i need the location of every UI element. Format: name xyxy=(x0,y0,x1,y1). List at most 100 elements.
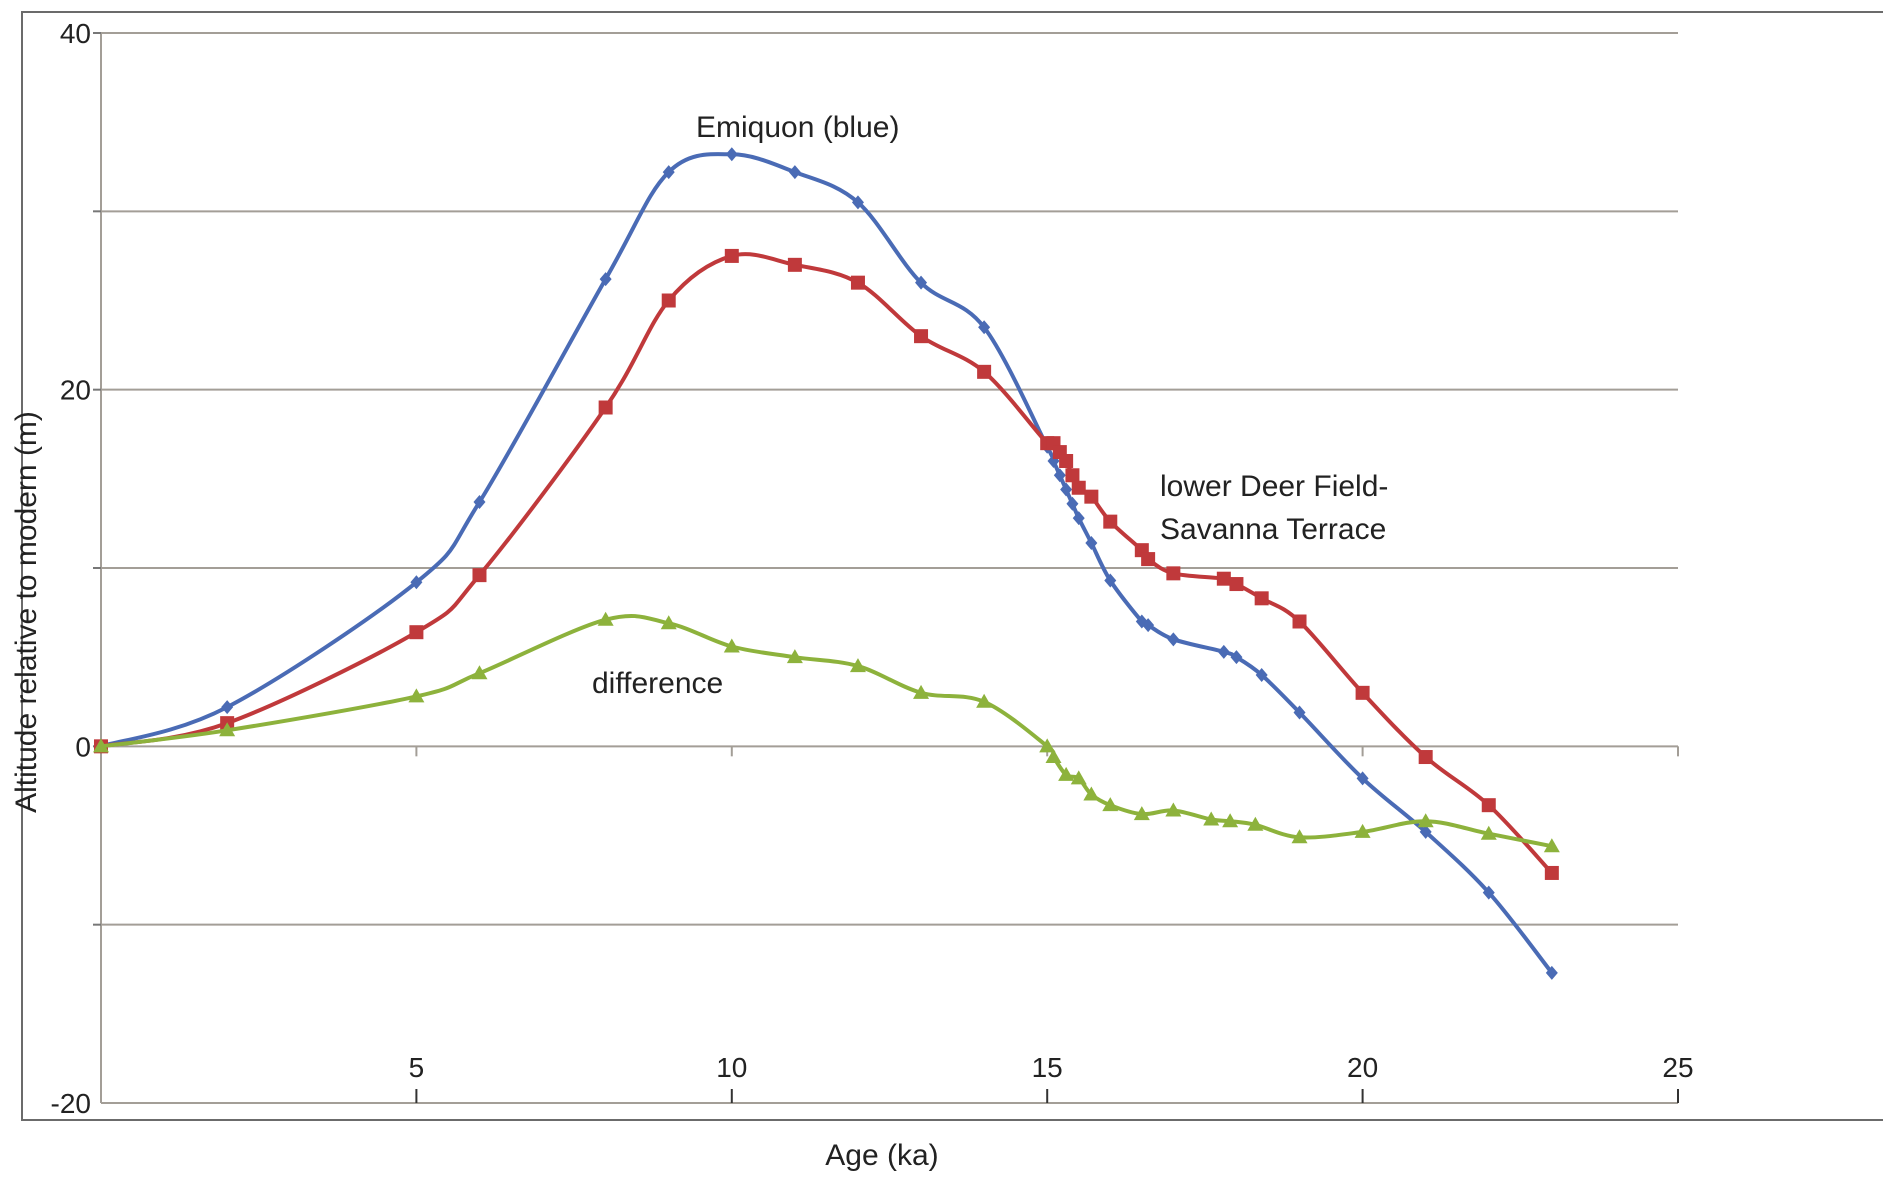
deer-field-label-line-2: Savanna Terrace xyxy=(1160,513,1386,546)
data-point-triangle xyxy=(1291,829,1308,844)
data-point-square xyxy=(661,293,676,308)
data-point-triangle xyxy=(1070,770,1087,785)
data-point-diamond xyxy=(1167,632,1180,647)
data-point-square xyxy=(1084,489,1099,504)
data-point-triangle xyxy=(1354,823,1371,838)
data-point-square xyxy=(1059,454,1074,468)
data-point-diamond xyxy=(1085,536,1098,551)
data-point-triangle xyxy=(219,722,236,737)
data-point-triangle xyxy=(408,688,425,703)
data-point-triangle xyxy=(913,684,930,699)
data-point-diamond xyxy=(221,700,234,715)
data-point-diamond xyxy=(1356,771,1369,786)
data-point-square xyxy=(1292,614,1307,629)
data-point-square xyxy=(914,329,929,344)
series-emiquon-blue xyxy=(95,147,1558,980)
data-point-square xyxy=(1065,468,1080,483)
data-point-diamond xyxy=(1545,965,1558,980)
data-point-diamond xyxy=(725,147,738,162)
data-point-diamond xyxy=(473,495,486,510)
data-point-square xyxy=(1229,577,1244,592)
data-point-diamond xyxy=(1482,885,1495,900)
data-point-triangle xyxy=(1058,766,1075,781)
data-point-triangle xyxy=(1045,749,1062,764)
data-point-triangle xyxy=(1133,806,1150,821)
data-point-diamond xyxy=(1072,511,1085,526)
data-point-diamond xyxy=(1293,705,1306,720)
data-point-square xyxy=(787,257,802,272)
data-point-triangle xyxy=(1543,838,1560,853)
series-difference xyxy=(93,611,1560,853)
data-point-diamond xyxy=(978,320,991,335)
data-point-diamond xyxy=(1066,496,1079,511)
data-point-triangle xyxy=(723,638,740,653)
data-point-diamond xyxy=(1104,573,1117,588)
data-point-square xyxy=(409,625,424,640)
y-tick-label: 40 xyxy=(60,18,91,49)
data-point-square xyxy=(472,568,487,583)
data-point-square xyxy=(1481,798,1496,813)
data-point-square xyxy=(1103,514,1118,529)
data-point-diamond xyxy=(1217,644,1230,659)
figure-frame-bottom xyxy=(21,1108,1883,1121)
data-point-diamond xyxy=(1142,618,1155,633)
data-point-triangle xyxy=(1417,813,1434,828)
series-line xyxy=(100,152,1554,975)
y-axis-title: Altitude relative to modern (m) xyxy=(10,411,43,813)
tick-labels: 5 10 15 20 25 -20 0 20 40 xyxy=(51,18,1694,1119)
data-point-triangle xyxy=(849,658,866,673)
data-point-triangle xyxy=(1039,738,1056,753)
data-point-triangle xyxy=(1102,797,1119,812)
data-point-triangle xyxy=(1165,802,1182,817)
data-point-triangle xyxy=(93,738,109,753)
x-tick-label: 25 xyxy=(1662,1052,1693,1083)
series-lines xyxy=(93,147,1560,980)
figure-frame-top xyxy=(21,11,1883,1120)
data-point-square xyxy=(977,364,992,379)
data-point-diamond xyxy=(1419,824,1432,839)
data-point-square xyxy=(1254,591,1269,606)
data-point-square xyxy=(1355,685,1370,700)
data-point-square xyxy=(1141,552,1156,567)
y-tick-label: 20 xyxy=(60,375,91,406)
x-axis-title: Age (ka) xyxy=(825,1139,938,1172)
data-point-square xyxy=(724,248,739,263)
y-tick-label: 0 xyxy=(75,731,91,762)
data-point-triangle xyxy=(471,665,488,680)
data-point-triangle xyxy=(786,649,803,664)
data-point-square xyxy=(1071,480,1086,495)
data-point-diamond xyxy=(1053,468,1066,483)
x-tick-label: 20 xyxy=(1347,1052,1378,1083)
data-point-diamond xyxy=(1255,668,1268,682)
data-point-diamond xyxy=(410,575,423,590)
data-point-diamond xyxy=(1060,482,1073,497)
data-point-triangle xyxy=(1222,813,1239,828)
y-tick-label: -20 xyxy=(51,1088,91,1119)
deer-field-label-line-1: lower Deer Field- xyxy=(1160,470,1388,503)
data-point-triangle xyxy=(1480,825,1497,840)
data-point-diamond xyxy=(599,272,612,287)
difference-label: difference xyxy=(592,667,723,700)
data-point-square xyxy=(1166,566,1181,581)
data-point-triangle xyxy=(597,611,614,626)
x-tick-label: 5 xyxy=(409,1052,425,1083)
data-point-diamond xyxy=(915,275,928,290)
x-tick-label: 10 xyxy=(716,1052,747,1083)
data-point-triangle xyxy=(1203,811,1220,826)
gridlines xyxy=(101,32,1678,926)
data-point-diamond xyxy=(662,165,675,180)
data-point-diamond xyxy=(788,165,801,180)
series-line xyxy=(100,252,1554,875)
data-point-square xyxy=(598,400,613,415)
x-tick-label: 15 xyxy=(1032,1052,1063,1083)
data-point-diamond xyxy=(1230,650,1243,665)
data-point-triangle xyxy=(1083,786,1100,801)
data-point-square xyxy=(850,275,865,290)
data-point-triangle xyxy=(660,615,677,630)
data-point-triangle xyxy=(976,693,993,708)
data-point-square xyxy=(1418,750,1433,765)
data-point-triangle xyxy=(1247,816,1264,831)
series-lower-deer-field-savanna-terrace xyxy=(94,248,1559,880)
data-point-square xyxy=(1216,571,1231,586)
